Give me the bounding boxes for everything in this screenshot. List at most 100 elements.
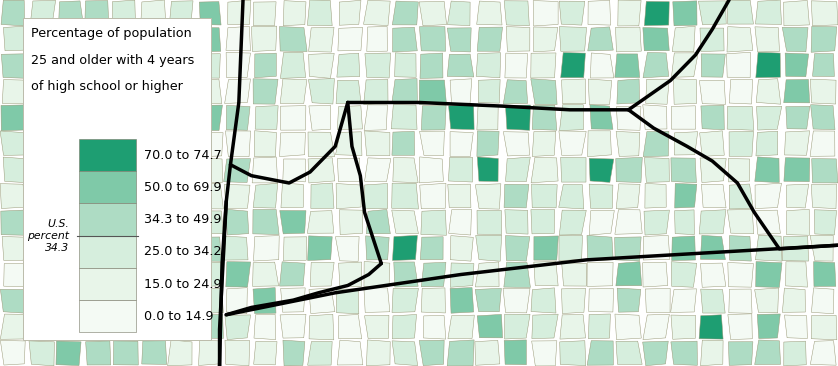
Polygon shape (447, 184, 471, 208)
Polygon shape (308, 236, 332, 261)
Polygon shape (282, 159, 305, 182)
Polygon shape (810, 105, 835, 130)
Polygon shape (2, 54, 27, 78)
Polygon shape (199, 1, 221, 25)
Polygon shape (754, 288, 779, 313)
Polygon shape (672, 26, 696, 52)
Polygon shape (700, 28, 724, 52)
Polygon shape (251, 26, 277, 52)
Polygon shape (364, 105, 387, 130)
Polygon shape (85, 184, 111, 208)
Polygon shape (782, 27, 808, 52)
Polygon shape (756, 52, 780, 78)
Polygon shape (616, 131, 640, 156)
Polygon shape (142, 209, 168, 235)
Polygon shape (168, 209, 193, 235)
Polygon shape (701, 54, 726, 77)
Text: of high school or higher: of high school or higher (31, 80, 183, 93)
Polygon shape (28, 158, 54, 181)
Polygon shape (560, 341, 586, 366)
Polygon shape (560, 315, 586, 339)
Polygon shape (168, 26, 195, 52)
Polygon shape (393, 157, 418, 183)
Polygon shape (199, 340, 220, 366)
Polygon shape (671, 262, 696, 287)
Polygon shape (395, 53, 416, 77)
Polygon shape (28, 314, 53, 340)
Polygon shape (447, 315, 474, 339)
Bar (79, 300, 136, 332)
Polygon shape (113, 341, 138, 365)
Polygon shape (701, 340, 723, 366)
Polygon shape (196, 314, 224, 339)
Polygon shape (84, 314, 111, 339)
Polygon shape (280, 210, 306, 234)
Polygon shape (339, 262, 362, 287)
Polygon shape (281, 288, 305, 312)
Polygon shape (142, 341, 167, 365)
Polygon shape (225, 315, 251, 340)
Polygon shape (560, 105, 583, 131)
Polygon shape (169, 105, 194, 131)
Polygon shape (701, 235, 726, 259)
Polygon shape (561, 288, 586, 314)
Polygon shape (142, 79, 166, 104)
Polygon shape (338, 340, 363, 365)
Polygon shape (365, 158, 391, 182)
Polygon shape (646, 79, 670, 104)
Polygon shape (589, 158, 613, 182)
Polygon shape (422, 288, 446, 313)
Polygon shape (616, 262, 642, 286)
Polygon shape (168, 262, 193, 287)
Polygon shape (758, 314, 780, 339)
Polygon shape (308, 79, 334, 104)
Polygon shape (475, 288, 501, 312)
Polygon shape (616, 184, 640, 209)
Polygon shape (57, 184, 82, 208)
Polygon shape (1, 210, 25, 235)
Polygon shape (169, 80, 191, 103)
Polygon shape (504, 314, 530, 339)
Polygon shape (59, 27, 84, 52)
Polygon shape (814, 262, 835, 287)
Polygon shape (311, 183, 334, 209)
Polygon shape (813, 53, 835, 76)
Polygon shape (338, 158, 360, 182)
Polygon shape (532, 105, 557, 130)
Polygon shape (86, 27, 111, 52)
Polygon shape (727, 107, 754, 130)
Polygon shape (616, 157, 642, 183)
Polygon shape (3, 26, 25, 51)
Polygon shape (450, 263, 474, 287)
Polygon shape (504, 53, 528, 78)
Polygon shape (252, 157, 277, 183)
Polygon shape (339, 0, 361, 25)
Polygon shape (671, 341, 697, 365)
Polygon shape (30, 106, 54, 131)
Polygon shape (587, 27, 613, 51)
Polygon shape (587, 262, 613, 287)
Polygon shape (672, 236, 696, 261)
Polygon shape (29, 210, 55, 235)
Text: 34.3 to 49.9: 34.3 to 49.9 (144, 213, 221, 226)
Text: U.S.
percent
34.3: U.S. percent 34.3 (27, 219, 70, 253)
Polygon shape (643, 341, 668, 366)
Polygon shape (112, 210, 137, 235)
Polygon shape (308, 132, 334, 157)
Polygon shape (783, 236, 809, 261)
Polygon shape (588, 79, 612, 105)
Polygon shape (450, 132, 473, 157)
Polygon shape (422, 262, 446, 287)
Polygon shape (784, 158, 810, 182)
Polygon shape (644, 210, 670, 235)
Polygon shape (448, 209, 472, 235)
Polygon shape (812, 158, 838, 183)
Polygon shape (643, 262, 668, 287)
Polygon shape (253, 288, 276, 314)
Polygon shape (478, 79, 500, 103)
Polygon shape (112, 79, 137, 104)
Polygon shape (756, 131, 778, 156)
Polygon shape (420, 131, 444, 156)
Polygon shape (280, 132, 305, 157)
Polygon shape (115, 237, 138, 261)
